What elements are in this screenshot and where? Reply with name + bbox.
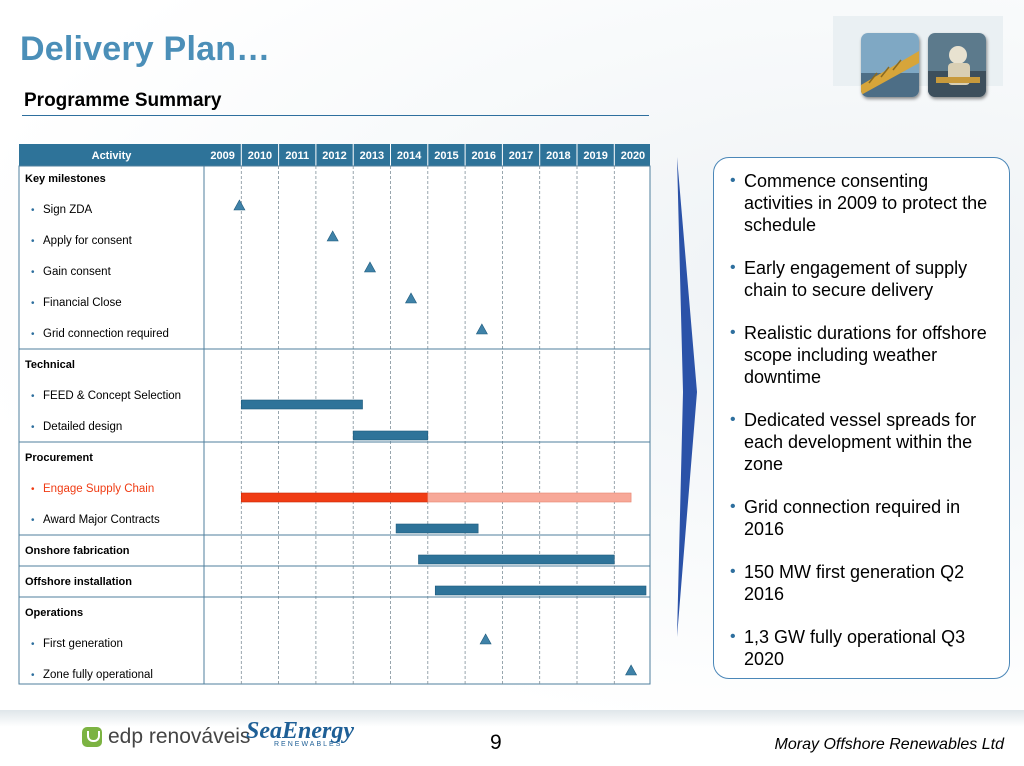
gantt-bar — [241, 492, 429, 503]
year-header: 2009 — [210, 150, 234, 162]
gantt-bar — [434, 585, 647, 596]
gantt-bar — [418, 554, 615, 565]
activity-label: Detailed design — [43, 421, 122, 433]
activity-label: Zone fully operational — [43, 669, 153, 681]
milestone-marker — [479, 633, 492, 645]
page-number: 9 — [490, 731, 502, 754]
activity-label: Sign ZDA — [43, 204, 93, 216]
seaenergy-logo-text: SeaEnergy — [246, 718, 354, 744]
section-heading: Onshore fabrication — [25, 545, 130, 557]
page-title: Delivery Plan… — [20, 30, 271, 68]
summary-bullet-list: Commence consenting activities in 2009 t… — [730, 170, 997, 670]
year-header: 2011 — [285, 150, 309, 162]
seaenergy-logo: SeaEnergy RENEWABLES — [246, 718, 354, 748]
row-bullet: • — [31, 391, 35, 402]
activity-header: Activity — [92, 150, 133, 162]
year-header: 2018 — [546, 150, 570, 162]
summary-panel: Commence consenting activities in 2009 t… — [713, 157, 1010, 679]
section-heading: Operations — [25, 607, 83, 619]
activity-label: Financial Close — [43, 297, 122, 309]
row-bullet: • — [31, 484, 35, 495]
gantt-chart: Activity 2009 2010 2011 2012 2013 2014 2015 2016… — [18, 144, 697, 685]
subtitle-underline — [22, 115, 649, 116]
year-header: 2019 — [583, 150, 607, 162]
company-name: Moray Offshore Renewables Ltd — [774, 736, 1004, 753]
edp-logo: edp renováveis — [82, 725, 250, 749]
activity-label: Apply for consent — [43, 235, 133, 247]
summary-bullet: Grid connection required in 2016 — [730, 496, 997, 540]
gantt-header-bar — [19, 144, 650, 166]
milestone-marker — [475, 323, 488, 335]
edp-logo-icon — [82, 727, 102, 747]
summary-bullet: Commence consenting activities in 2009 t… — [730, 170, 997, 236]
milestone-marker — [326, 230, 339, 242]
gantt-bar-extension — [427, 492, 632, 503]
flow-arrow — [677, 157, 697, 637]
year-header: 2016 — [472, 150, 496, 162]
section-heading: Offshore installation — [25, 576, 132, 588]
row-bullet: • — [31, 515, 35, 526]
activity-label: Engage Supply Chain — [43, 483, 154, 495]
section-subtitle: Programme Summary — [24, 90, 222, 111]
row-bullet: • — [31, 267, 35, 278]
activity-label: First generation — [43, 638, 123, 650]
footer-bar — [0, 710, 1024, 766]
gantt-bar — [241, 399, 363, 410]
year-header: 2012 — [322, 150, 346, 162]
year-header: 2015 — [434, 150, 458, 162]
row-bullet: • — [31, 298, 35, 309]
gantt-body — [18, 165, 651, 685]
year-header: 2020 — [621, 150, 645, 162]
crane-photo — [861, 33, 919, 97]
milestone-marker — [625, 664, 638, 676]
edp-logo-text: edp renováveis — [108, 725, 251, 748]
milestone-marker — [233, 199, 246, 211]
row-bullet: • — [31, 236, 35, 247]
row-bullet: • — [31, 329, 35, 340]
row-bullet: • — [31, 639, 35, 650]
year-header: 2017 — [509, 150, 533, 162]
section-heading: Key milestones — [25, 173, 106, 185]
year-header: 2010 — [248, 150, 272, 162]
gantt-bar — [395, 523, 479, 534]
year-header: 2014 — [397, 150, 422, 162]
year-header: 2013 — [360, 150, 384, 162]
activity-label: Grid connection required — [43, 328, 169, 340]
summary-bullet: 1,3 GW fully operational Q3 2020 — [730, 626, 997, 670]
activity-label: Gain consent — [43, 266, 112, 278]
summary-bullet: Dedicated vessel spreads for each develo… — [730, 409, 997, 475]
row-bullet: • — [31, 205, 35, 216]
activity-label: FEED & Concept Selection — [43, 390, 181, 402]
seaenergy-logo-subtext: RENEWABLES — [274, 741, 343, 748]
activity-label: Award Major Contracts — [43, 514, 160, 526]
section-heading: Procurement — [25, 452, 93, 464]
summary-bullet: Realistic durations for offshore scope i… — [730, 322, 997, 388]
row-bullet: • — [31, 422, 35, 433]
row-bullet: • — [31, 670, 35, 681]
milestone-marker — [405, 292, 418, 304]
worker-photo — [928, 33, 986, 97]
section-heading: Technical — [25, 359, 75, 371]
gantt-bar — [352, 430, 429, 441]
summary-bullet: 150 MW first generation Q2 2016 — [730, 561, 997, 605]
milestone-marker — [363, 261, 376, 273]
summary-bullet: Early engagement of supply chain to secu… — [730, 257, 997, 301]
